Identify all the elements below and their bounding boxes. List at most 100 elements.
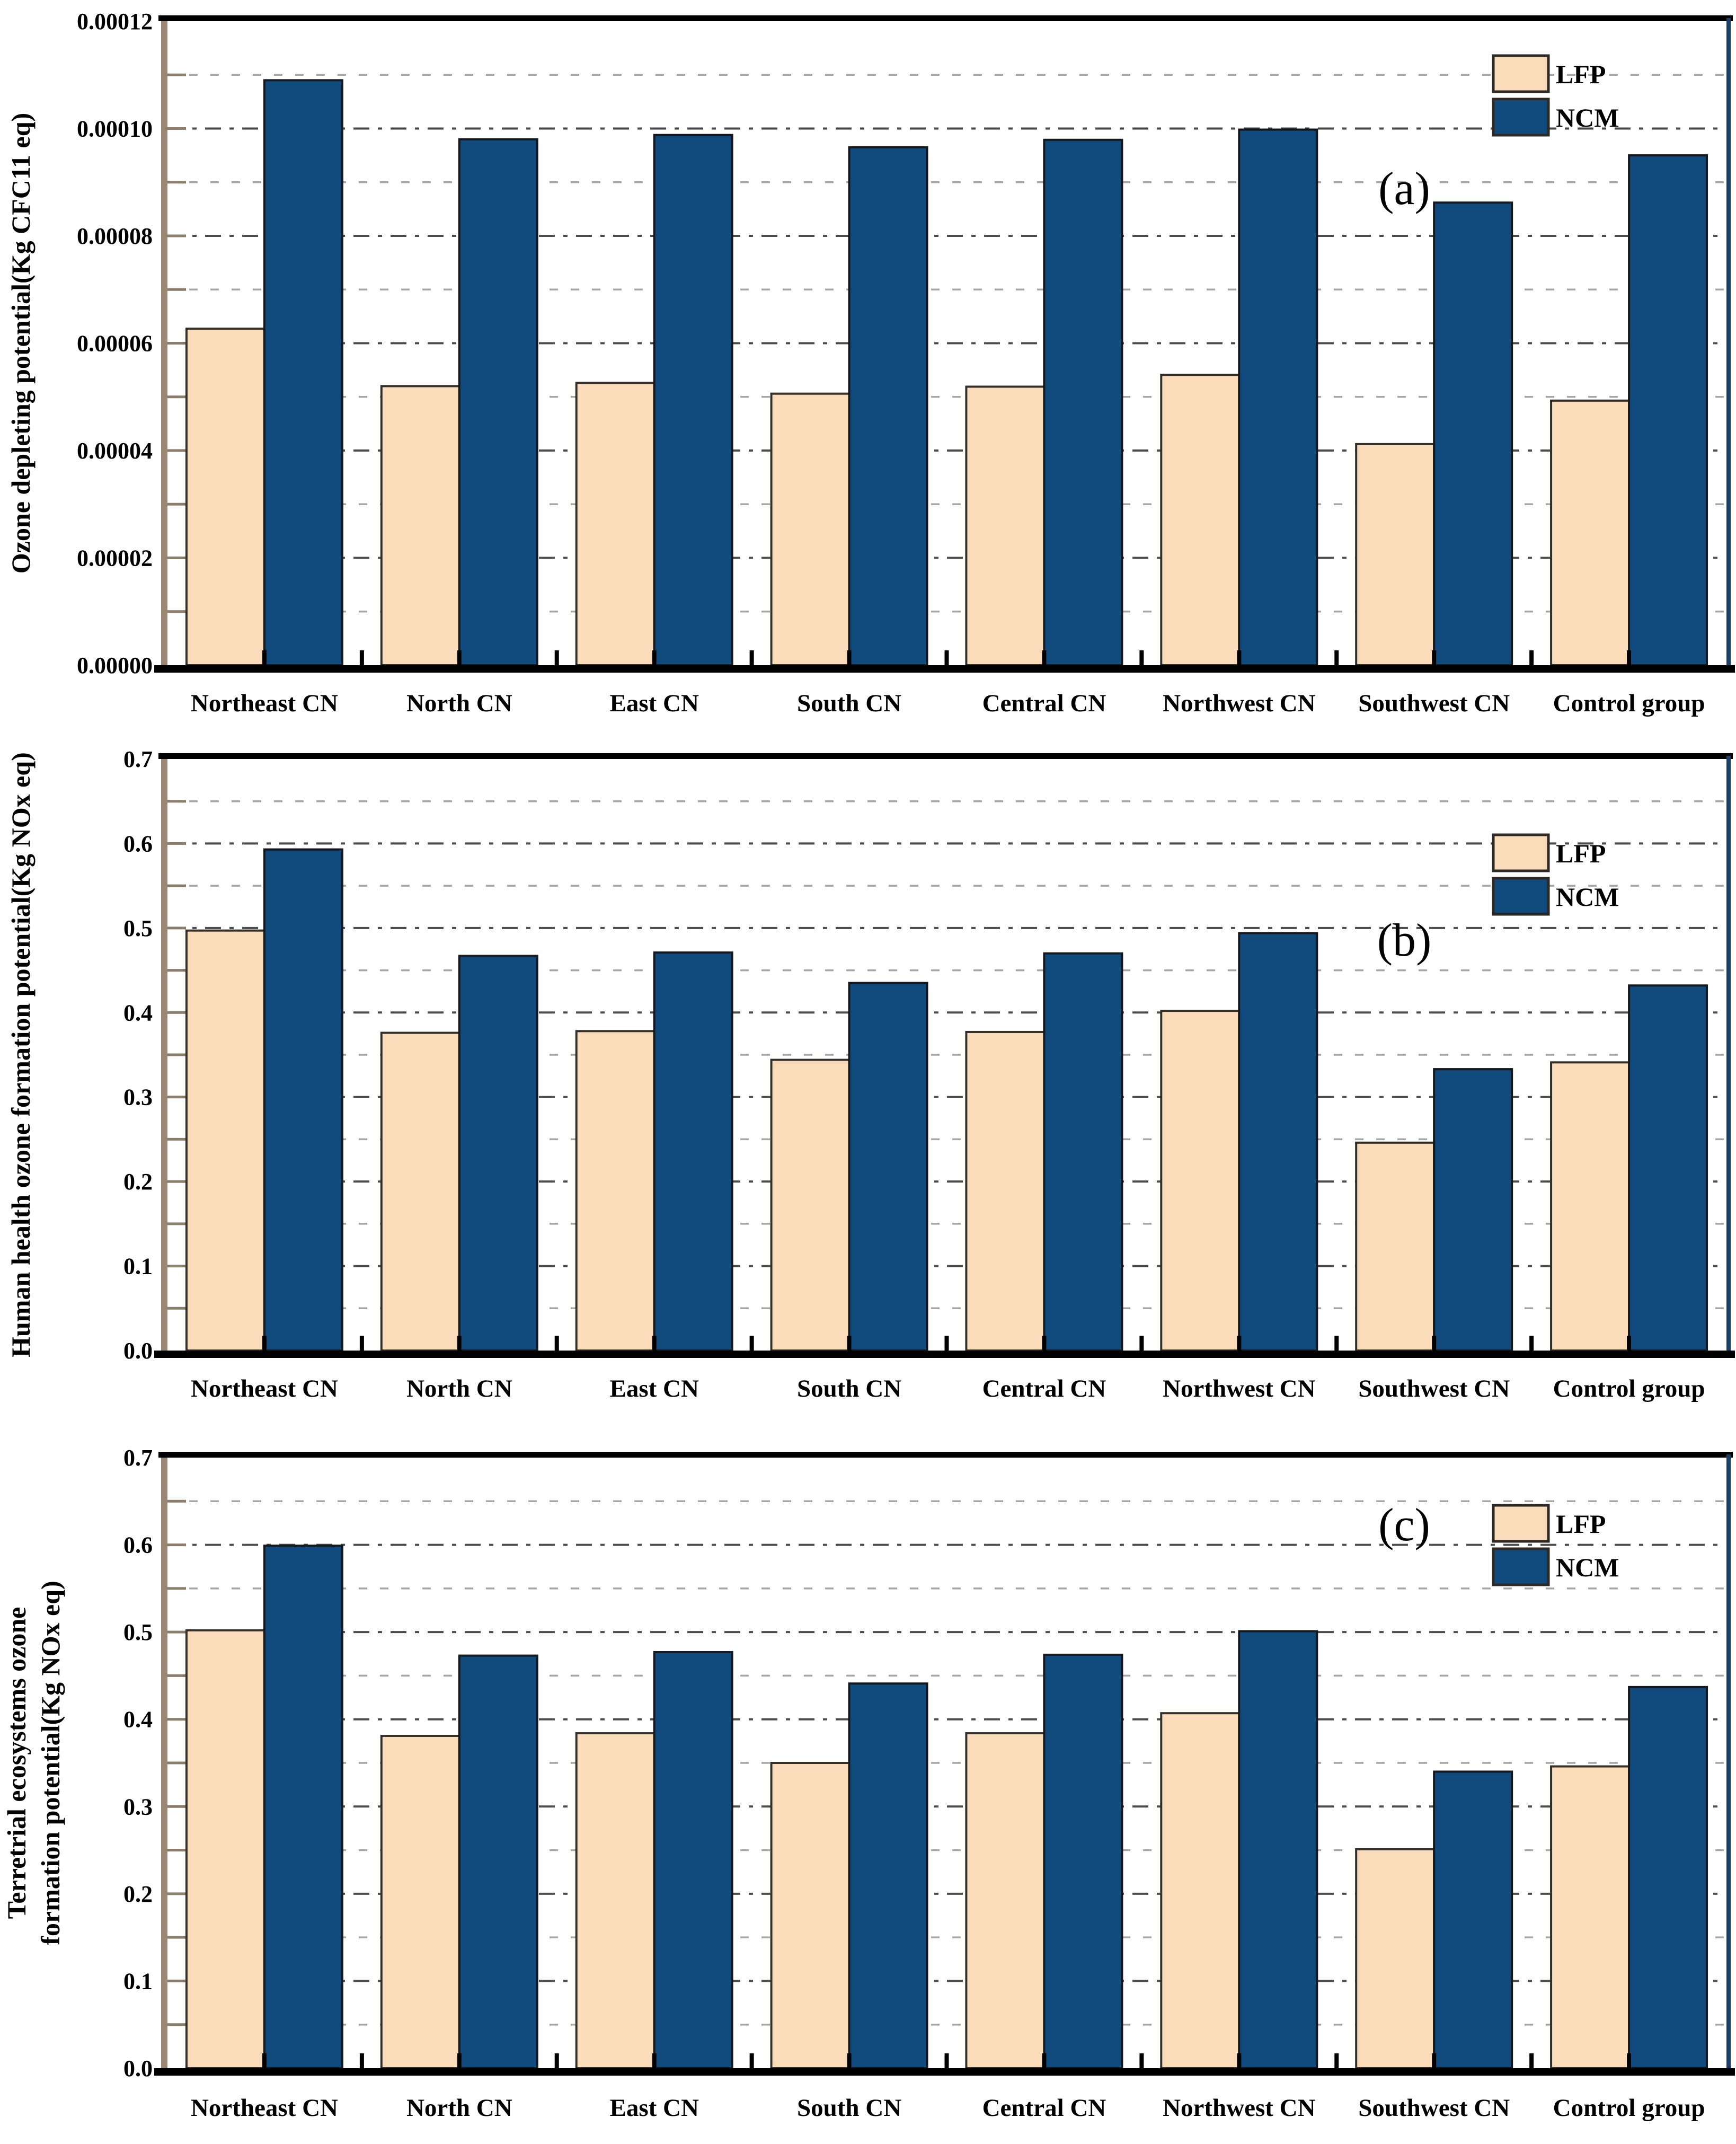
- bar-lfp-control-group: [1550, 1061, 1631, 1352]
- panel-letter: (a): [1378, 163, 1430, 215]
- axis-spine-bottom: [154, 2068, 1735, 2076]
- x-axis-tick: [749, 2053, 754, 2068]
- y-tick-label: 0.00002: [77, 545, 153, 571]
- x-category-label-north-cn: North CN: [406, 690, 512, 717]
- bar-ncm-control-group: [1628, 984, 1708, 1352]
- x-axis-tick: [1334, 2053, 1339, 2068]
- bar-lfp-north-cn: [380, 1031, 460, 1352]
- x-axis-tick: [652, 1336, 657, 1351]
- y-axis-title: Human health ozone formation potential(K…: [6, 752, 36, 1357]
- legend-swatch-ncm: [1492, 1547, 1550, 1586]
- y-tick-label: 0.4: [123, 1000, 153, 1026]
- bar-lfp-south-cn: [770, 1762, 851, 2069]
- legend-label-lfp: LFP: [1556, 1509, 1606, 1539]
- axis-spine-bottom: [154, 665, 1735, 673]
- bar-lfp-central-cn: [965, 1030, 1046, 1352]
- legend-label-ncm: NCM: [1556, 882, 1619, 912]
- x-axis-tick: [847, 2053, 852, 2068]
- x-axis-tick: [1139, 650, 1144, 665]
- x-category-label-northwest-cn: Northwest CN: [1163, 1375, 1316, 1402]
- bar-ncm-north-cn: [458, 955, 538, 1352]
- x-category-label-control-group: Control group: [1553, 690, 1705, 717]
- y-tick-label: 0.7: [123, 1445, 153, 1471]
- x-category-label-east-cn: East CN: [609, 1375, 698, 1402]
- x-category-label-south-cn: South CN: [797, 1375, 901, 1402]
- x-axis-tick: [457, 650, 462, 665]
- x-axis-tick: [1042, 650, 1047, 665]
- x-category-label-northeast-cn: Northeast CN: [191, 1375, 338, 1402]
- x-axis-tick: [359, 1336, 364, 1351]
- y-axis-title: Terretrial ecosystems ozone: [2, 1607, 31, 1919]
- chart-panel-b: 0.0 0.1 0.2 0.3 0.4 0.5 0.6 0.7 Human health ozo…: [6, 746, 1735, 1402]
- legend-swatch-ncm: [1492, 877, 1550, 916]
- x-axis-tick: [1042, 2053, 1047, 2068]
- x-axis-tick: [749, 650, 754, 665]
- x-axis-tick: [457, 2053, 462, 2068]
- x-axis-tick: [1627, 2053, 1632, 2068]
- y-tick-label: 0.4: [123, 1707, 153, 1733]
- y-tick-label: 0.2: [123, 1881, 153, 1907]
- bar-ncm-central-cn: [1043, 138, 1123, 666]
- axis-spine-top: [158, 1452, 1733, 1458]
- bar-lfp-north-cn: [380, 385, 460, 666]
- bar-lfp-northeast-cn: [185, 929, 265, 1352]
- y-axis-title: formation potential(Kg NOx eq): [36, 1581, 65, 1945]
- bar-lfp-southwest-cn: [1355, 443, 1436, 666]
- x-category-label-central-cn: Central CN: [982, 690, 1106, 717]
- y-tick-label: 0.6: [123, 831, 153, 857]
- x-category-label-southwest-cn: Southwest CN: [1358, 690, 1510, 717]
- y-tick-label: 0.0: [123, 2055, 153, 2081]
- x-category-label-east-cn: East CN: [609, 2094, 698, 2122]
- bar-lfp-east-cn: [575, 382, 656, 666]
- bar-lfp-south-cn: [770, 1058, 851, 1352]
- bar-ncm-central-cn: [1043, 1653, 1123, 2069]
- x-axis-tick: [554, 2053, 559, 2068]
- y-tick-label: 0.00012: [77, 8, 153, 34]
- y-tick-label: 0.00006: [77, 331, 153, 357]
- x-axis-tick: [1432, 2053, 1437, 2068]
- x-axis-tick: [262, 650, 267, 665]
- x-axis-tick: [1139, 2053, 1144, 2068]
- axis-spine-left: [161, 756, 167, 1351]
- x-axis-tick: [262, 2053, 267, 2068]
- x-axis-tick: [1139, 1336, 1144, 1351]
- bar-ncm-northeast-cn: [263, 1545, 343, 2069]
- x-axis-tick: [554, 650, 559, 665]
- bar-lfp-control-group: [1550, 1765, 1631, 2069]
- x-category-label-south-cn: South CN: [797, 2094, 901, 2122]
- x-axis-tick: [944, 650, 949, 665]
- bar-lfp-southwest-cn: [1355, 1848, 1436, 2069]
- bar-ncm-south-cn: [848, 1682, 928, 2069]
- x-category-label-control-group: Control group: [1553, 1375, 1705, 1402]
- y-tick-label: 0.1: [123, 1968, 153, 1994]
- legend-swatch-ncm: [1492, 98, 1550, 137]
- x-axis-tick: [652, 2053, 657, 2068]
- bar-ncm-north-cn: [458, 1654, 538, 2069]
- x-axis-tick: [457, 1336, 462, 1351]
- chart-panel-a: 0.00000 0.00002 0.00004 0.00006 0.00008 0.000…: [6, 8, 1735, 717]
- bar-lfp-east-cn: [575, 1732, 656, 2069]
- x-category-label-control-group: Control group: [1553, 2094, 1705, 2122]
- x-axis-tick: [652, 650, 657, 665]
- axis-spine-right: [1726, 1454, 1731, 2068]
- x-axis-tick: [1042, 1336, 1047, 1351]
- x-category-label-central-cn: Central CN: [982, 2094, 1106, 2122]
- bar-lfp-central-cn: [965, 1732, 1046, 2069]
- x-axis-tick: [1334, 650, 1339, 665]
- axis-spine-left: [161, 18, 167, 665]
- bar-ncm-northwest-cn: [1238, 128, 1318, 666]
- bar-ncm-southwest-cn: [1433, 201, 1513, 667]
- bar-lfp-southwest-cn: [1355, 1141, 1436, 1352]
- axis-spine-top: [158, 15, 1733, 21]
- bar-lfp-central-cn: [965, 385, 1046, 666]
- bar-ncm-central-cn: [1043, 952, 1123, 1352]
- x-category-label-northwest-cn: Northwest CN: [1163, 2094, 1316, 2122]
- y-axis-title: Ozone depleting potential(Kg CFC11 eq): [6, 113, 36, 574]
- y-tick-label: 0.5: [123, 915, 153, 941]
- axis-spine-left: [161, 1454, 167, 2068]
- bar-ncm-east-cn: [653, 1651, 733, 2070]
- bar-ncm-control-group: [1628, 1686, 1708, 2069]
- bar-lfp-south-cn: [770, 392, 851, 666]
- x-axis-tick: [1237, 650, 1242, 665]
- x-category-label-north-cn: North CN: [406, 1375, 512, 1402]
